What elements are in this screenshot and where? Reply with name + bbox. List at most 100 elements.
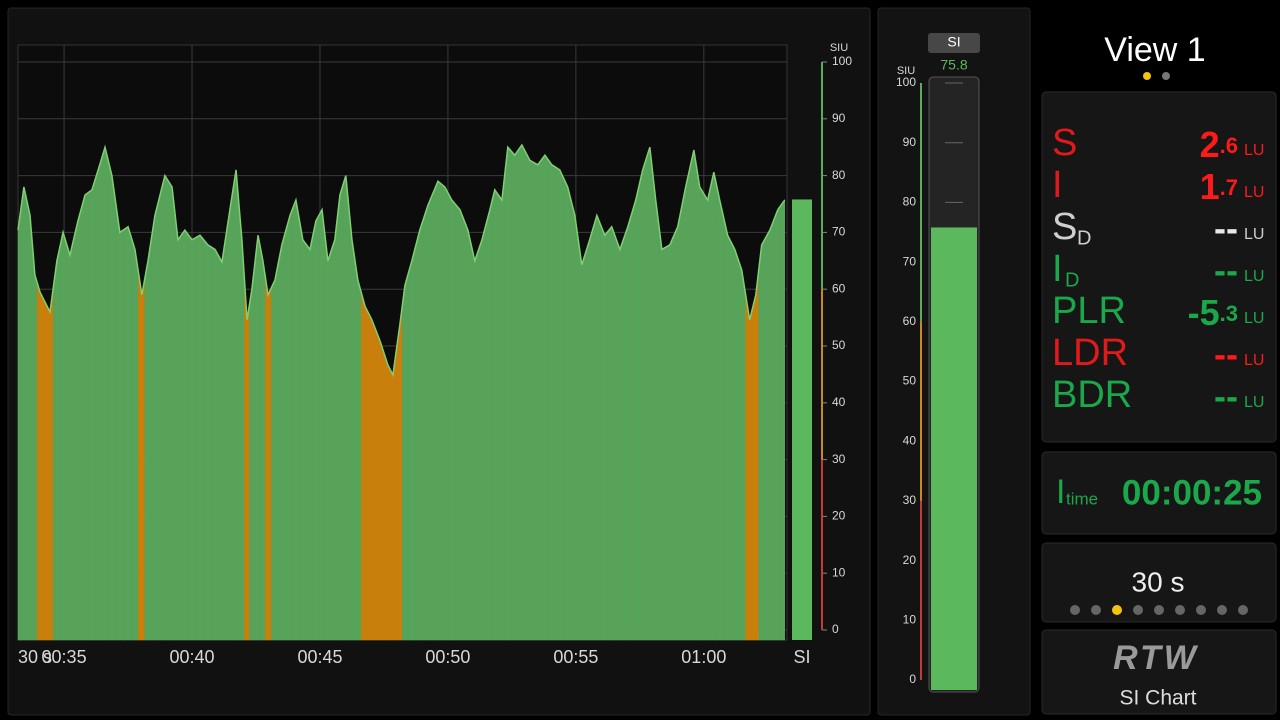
timescale-box[interactable] xyxy=(1041,542,1277,623)
area-slice xyxy=(131,237,139,641)
readout-label: I xyxy=(1052,248,1063,290)
area-slice xyxy=(498,173,506,641)
area-slice xyxy=(138,272,146,641)
meter-tick-label: 20 xyxy=(903,553,917,567)
area-slice xyxy=(348,207,356,641)
meter: SI 75.8 SIU 0 10 20 30 40 50 60 70 80 90 100 xyxy=(896,33,980,693)
area-slice xyxy=(485,199,493,641)
area-slice xyxy=(354,259,362,641)
y-tick-label: 20 xyxy=(832,509,846,523)
area-slice xyxy=(478,224,487,641)
readout-value: -- xyxy=(1214,250,1238,291)
timescale-dot[interactable] xyxy=(1070,605,1080,615)
readout-sub: D xyxy=(1065,269,1079,291)
readout-unit: LU xyxy=(1244,352,1264,369)
timescale: 30 s xyxy=(1132,566,1185,597)
area-slice xyxy=(37,283,46,641)
area-slice xyxy=(730,242,739,641)
readout-value: 1.7 xyxy=(1200,166,1238,207)
itime-box[interactable] xyxy=(1041,451,1277,535)
area-slice xyxy=(123,226,132,641)
area-slice xyxy=(716,186,724,641)
area-slice xyxy=(703,186,712,641)
readout-label: PLR xyxy=(1052,290,1126,332)
area-slice xyxy=(88,176,97,641)
area-line xyxy=(17,143,786,378)
area-slice xyxy=(211,246,219,641)
area-slice xyxy=(455,204,465,641)
view-title[interactable]: View 1 xyxy=(1104,31,1205,69)
x-tick-label: 00:45 xyxy=(297,647,342,667)
area-slice xyxy=(115,203,125,641)
timescale-dot[interactable] xyxy=(1133,605,1143,615)
itime-sub: time xyxy=(1066,489,1098,508)
area-slice xyxy=(151,195,161,641)
area-slice xyxy=(292,198,300,641)
area-slice xyxy=(592,214,602,641)
readout-value: 2.6 xyxy=(1200,124,1238,165)
timescale-dot[interactable] xyxy=(1112,605,1122,615)
area-slice xyxy=(402,272,409,641)
readout-unit: LU xyxy=(1244,142,1264,159)
area-slice xyxy=(390,349,397,641)
meter-tick-label: 0 xyxy=(909,672,916,686)
area-slice xyxy=(504,146,512,641)
area-slice xyxy=(555,166,565,641)
area-slice xyxy=(585,227,594,641)
readout-unit: LU xyxy=(1244,268,1264,285)
page-dot[interactable] xyxy=(1162,72,1170,80)
area-slice xyxy=(689,149,698,641)
readout-value: -5.3 xyxy=(1188,292,1238,333)
area-slice xyxy=(492,189,499,641)
area-slice xyxy=(548,159,557,641)
meter-tick-label: 30 xyxy=(903,493,917,507)
area-slice xyxy=(59,231,67,641)
timescale-dot[interactable] xyxy=(1238,605,1248,615)
area-slice xyxy=(696,168,705,641)
area-slice xyxy=(563,178,572,641)
area-slice xyxy=(66,238,75,641)
y-tick-label: 10 xyxy=(832,565,846,579)
area-slice xyxy=(383,352,391,641)
meter-bar xyxy=(931,227,977,690)
y-tick-label: 40 xyxy=(832,395,846,409)
area-slice xyxy=(195,234,205,641)
current-bar xyxy=(792,199,812,640)
area-slice xyxy=(159,174,169,641)
timescale-dot[interactable] xyxy=(1217,605,1227,615)
readout-unit: LU xyxy=(1244,226,1264,243)
timescale-dot[interactable] xyxy=(1175,605,1185,615)
timescale-dot[interactable] xyxy=(1154,605,1164,615)
y-axis-label: SIU xyxy=(830,42,848,54)
area-slice xyxy=(342,175,350,641)
readout-label: S xyxy=(1052,206,1077,248)
area-slice xyxy=(203,239,212,641)
timescale-dot[interactable] xyxy=(1091,605,1101,615)
readout-label: LDR xyxy=(1052,332,1128,374)
timescale-dot[interactable] xyxy=(1196,605,1206,615)
area-slice xyxy=(331,217,338,641)
chart: 0 10 20 30 40 50 60 70 80 90 100 00:35 00:40 00:45 00:… xyxy=(17,45,852,667)
y-tick-label: 50 xyxy=(832,338,846,352)
area-slice xyxy=(638,158,647,641)
area-slice xyxy=(448,193,457,641)
area-slice xyxy=(780,199,785,641)
area-slice xyxy=(463,219,472,641)
area-slice xyxy=(73,207,82,641)
area-slice xyxy=(181,229,189,641)
page-dot[interactable] xyxy=(1143,72,1151,80)
meter-label: SI xyxy=(947,34,960,50)
mode-box[interactable] xyxy=(1041,629,1277,715)
readout-value: -- xyxy=(1214,208,1238,249)
area-slice xyxy=(765,219,775,641)
area-slice xyxy=(665,235,675,641)
area-slice xyxy=(108,161,117,641)
area-slice xyxy=(517,144,527,641)
time-span: 30 s xyxy=(18,647,52,667)
y-tick-label: 70 xyxy=(832,225,846,239)
readout-value: -- xyxy=(1214,376,1238,417)
x-tick-label: 00:35 xyxy=(42,647,87,667)
y-tick-label: 90 xyxy=(832,111,846,125)
